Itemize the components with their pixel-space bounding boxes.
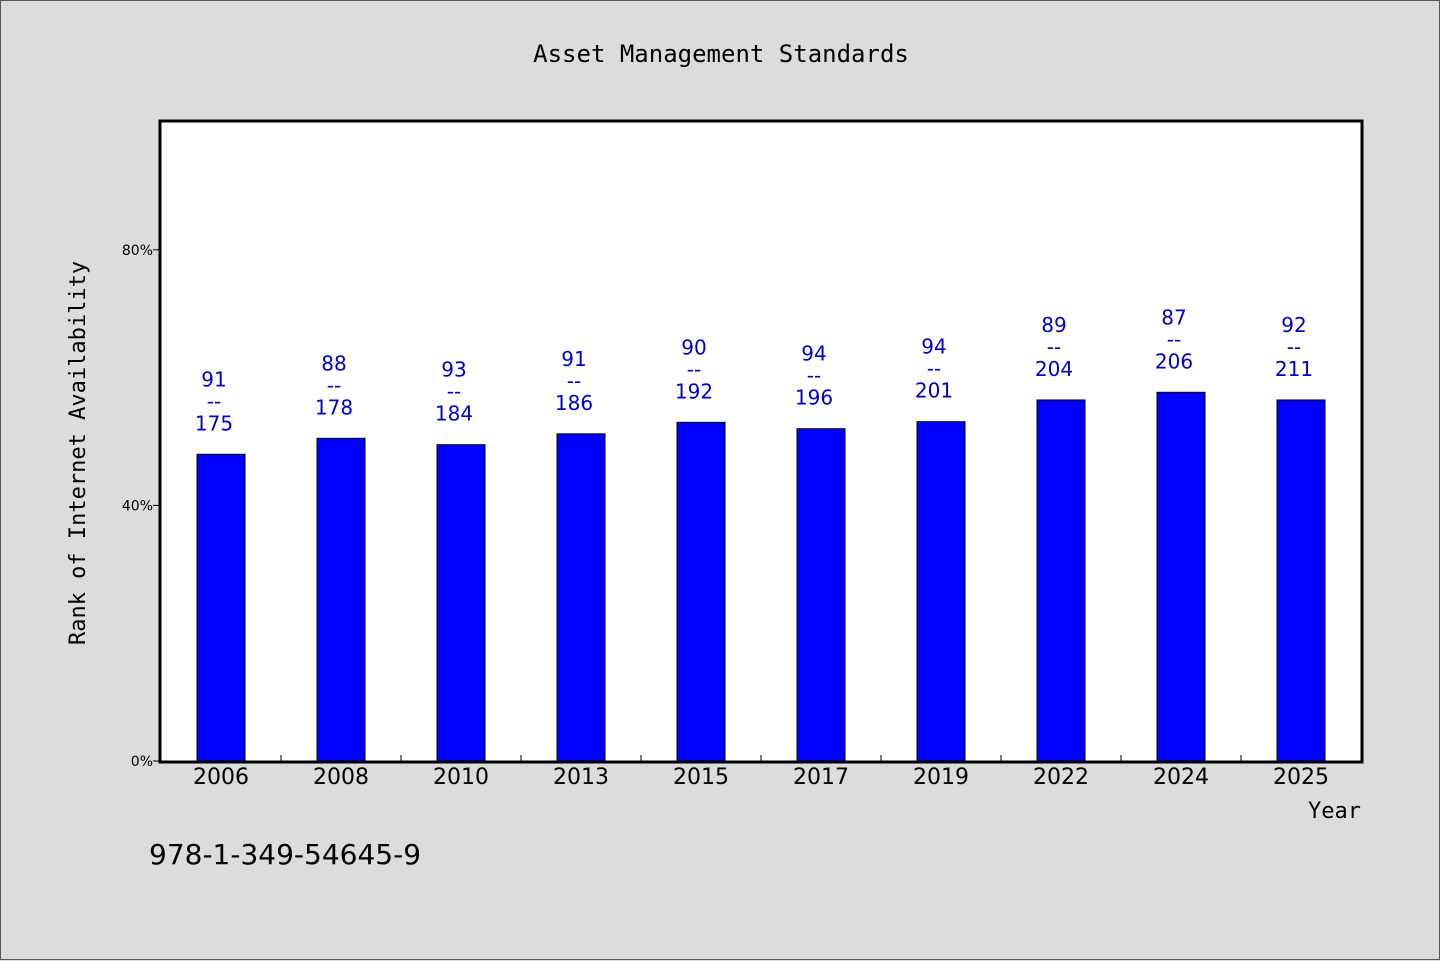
chart-title: Asset Management Standards [533, 40, 909, 68]
x-tick-label-2010: 2010 [433, 765, 489, 790]
data-label-2019-1: -- [927, 357, 941, 381]
bar-2019 [916, 421, 966, 762]
x-tick-label-2017: 2017 [793, 765, 849, 790]
y-tick-label-2: 80% [122, 243, 153, 259]
data-label-2025-0: 92 [1281, 313, 1306, 337]
data-label-2024-2: 206 [1155, 349, 1193, 373]
data-label-2013-1: -- [567, 369, 581, 393]
data-label-2017-2: 196 [795, 386, 833, 410]
data-label-2006-0: 91 [201, 367, 226, 391]
data-label-2010-1: -- [447, 380, 461, 404]
data-label-2006-2: 175 [195, 411, 233, 435]
data-label-2017-0: 94 [801, 342, 826, 366]
data-label-2019-2: 201 [915, 379, 953, 403]
bars-group [196, 391, 1326, 762]
data-label-2008-0: 88 [321, 351, 346, 375]
x-tick-label-2022: 2022 [1033, 765, 1089, 790]
data-label-2013-2: 186 [555, 391, 593, 415]
bar-2015 [676, 421, 726, 762]
data-label-2008-2: 178 [315, 395, 353, 419]
data-label-2015-0: 90 [681, 335, 706, 359]
bar-2010 [436, 444, 486, 762]
y-axis-ticks: 0% 40% 80% [122, 243, 161, 770]
bar-2022 [1036, 399, 1086, 762]
data-label-2013-0: 91 [561, 347, 586, 371]
isbn-footnote: 978-1-349-54645-9 [149, 838, 421, 871]
data-label-2025-2: 211 [1275, 357, 1313, 381]
data-label-2024-1: -- [1167, 327, 1181, 351]
bar-2006 [196, 453, 246, 762]
data-label-2019-0: 94 [921, 335, 946, 359]
data-label-2008-1: -- [327, 373, 341, 397]
data-label-2022-1: -- [1047, 335, 1061, 359]
bar-2013 [556, 433, 606, 762]
data-label-2024-0: 87 [1161, 305, 1186, 329]
y-tick-label-1: 40% [122, 498, 153, 514]
x-tick-label-2013: 2013 [553, 765, 609, 790]
data-label-2015-2: 192 [675, 379, 713, 403]
x-tick-label-2019: 2019 [913, 765, 969, 790]
data-label-2010-0: 93 [441, 358, 466, 382]
bar-2025 [1276, 399, 1326, 762]
data-labels-group: 91--17588--17893--18491--18690--19294--1… [195, 305, 1313, 435]
data-label-2006-1: -- [207, 389, 221, 413]
data-label-2015-1: -- [687, 357, 701, 381]
x-tick-label-2006: 2006 [193, 765, 249, 790]
data-label-2022-0: 89 [1041, 313, 1066, 337]
x-tick-label-2025: 2025 [1273, 765, 1329, 790]
y-axis-label: Rank of Internet Availability [66, 261, 91, 645]
x-tick-label-2024: 2024 [1153, 765, 1209, 790]
data-label-2025-1: -- [1287, 335, 1301, 359]
data-label-2022-2: 204 [1035, 357, 1073, 381]
data-label-2010-2: 184 [435, 402, 473, 426]
bar-2008 [316, 437, 366, 762]
bar-2017 [796, 428, 846, 762]
x-axis-label: Year [1308, 799, 1361, 824]
y-tick-label-0: 0% [131, 754, 153, 770]
bar-2024 [1156, 391, 1206, 762]
x-tick-label-2015: 2015 [673, 765, 729, 790]
x-axis-ticks: 2006 2008 2010 2013 2015 2017 2019 2022 2024 2025 [193, 755, 1329, 790]
data-label-2017-1: -- [807, 364, 821, 388]
x-tick-label-2008: 2008 [313, 765, 369, 790]
